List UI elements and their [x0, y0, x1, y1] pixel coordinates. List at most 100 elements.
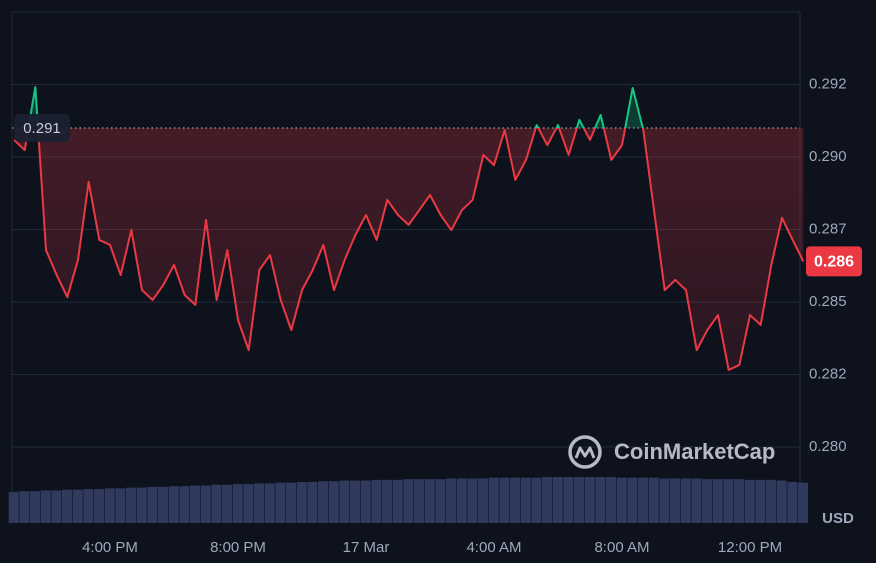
currency-label: USD: [822, 510, 854, 527]
volume-bar: [627, 477, 638, 523]
volume-bar: [574, 477, 585, 523]
volume-bar: [702, 479, 713, 523]
volume-bar: [755, 479, 766, 523]
volume-bar: [403, 479, 414, 523]
last-price-label: 0.286: [814, 254, 854, 271]
volume-bar: [328, 481, 339, 523]
volume-bar: [435, 479, 446, 523]
price-area: [14, 87, 804, 370]
volume-bar: [275, 482, 286, 523]
last-price-box: [806, 246, 862, 277]
watermark: CoinMarketCap: [568, 435, 775, 469]
volume-bar: [499, 477, 510, 523]
volume-bar: [8, 491, 19, 523]
volume-bar: [296, 481, 307, 523]
volume-bar: [510, 477, 521, 523]
volume-bar: [136, 487, 147, 523]
volume-bar: [542, 477, 553, 523]
volume-bar: [691, 478, 702, 523]
volume-bar: [766, 479, 777, 523]
volume-bar: [584, 477, 595, 523]
volume-bar: [30, 491, 41, 523]
volume-bar: [254, 483, 265, 523]
y-tick-label: 0.285: [809, 293, 847, 310]
volume-bar: [392, 479, 403, 523]
volume-bar: [318, 481, 329, 523]
volume-bar: [62, 489, 73, 523]
volume-bar: [232, 484, 243, 523]
volume-bar: [787, 481, 798, 523]
volume-bar: [776, 480, 787, 523]
volume-bar: [200, 485, 211, 523]
volume-bar: [360, 480, 371, 523]
x-tick-label: 8:00 PM: [210, 539, 266, 556]
volume-bar: [467, 478, 478, 523]
volume-bar: [712, 479, 723, 523]
x-tick-label: 4:00 AM: [466, 539, 521, 556]
y-tick-label: 0.282: [809, 365, 847, 382]
volume-bar: [307, 481, 318, 523]
volume-bar: [211, 484, 222, 523]
volume-bar: [648, 477, 659, 523]
watermark-logo-mark: [574, 446, 596, 459]
volume-bar: [339, 480, 350, 523]
volume-bar: [51, 490, 62, 523]
volume-bar: [168, 486, 179, 523]
volume-bar: [424, 479, 435, 523]
volume-bar: [72, 489, 83, 523]
volume-bar: [478, 478, 489, 523]
x-tick-label: 8:00 AM: [594, 539, 649, 556]
volume-bar: [456, 478, 467, 523]
baseline-label-box: [14, 114, 70, 142]
volume-bar: [680, 478, 691, 523]
volume-bar: [382, 479, 393, 523]
y-tick-label: 0.280: [809, 438, 847, 455]
volume-bar: [595, 477, 606, 523]
overlay: 0.291 0.286: [14, 114, 862, 277]
volume-bar: [414, 479, 425, 523]
x-tick-label: 12:00 PM: [718, 539, 782, 556]
volume-bar: [520, 477, 531, 523]
volume-bar: [531, 477, 542, 523]
volume-bar: [104, 488, 115, 523]
volume-bar: [126, 487, 137, 523]
volume-bar: [158, 486, 169, 523]
volume-bar: [19, 491, 30, 523]
watermark-logo: [568, 435, 602, 469]
volume-bar: [179, 486, 190, 523]
volume-bar: [606, 477, 617, 523]
watermark-text: CoinMarketCap: [614, 439, 775, 464]
volume-bar: [350, 480, 361, 523]
price-line: [13, 86, 805, 371]
volume-bar: [488, 477, 499, 523]
volume-bar: [798, 482, 809, 523]
volume-bar: [243, 484, 254, 523]
volume-bar: [264, 483, 275, 523]
volume-bar: [115, 488, 126, 523]
volume-bar: [723, 479, 734, 523]
volume-bar: [371, 479, 382, 523]
volume-bar: [670, 478, 681, 523]
series: [12, 86, 805, 371]
x-tick-label: 4:00 PM: [82, 539, 138, 556]
baseline-label: 0.291: [23, 120, 61, 137]
volume-bar: [94, 489, 105, 523]
y-tick-label: 0.287: [809, 220, 847, 237]
volume-bar: [734, 479, 745, 523]
volume-bar: [222, 484, 233, 523]
volume-bar: [563, 477, 574, 523]
volume-bar: [446, 478, 457, 523]
volume-bar: [616, 477, 627, 523]
volume-bar: [552, 477, 563, 523]
volume-bar: [147, 486, 158, 523]
volume-bar: [659, 478, 670, 523]
volume-bar: [83, 489, 94, 523]
volume-bars: [8, 477, 809, 523]
y-tick-label: 0.290: [809, 148, 847, 165]
volume-bar: [190, 485, 201, 523]
volume-bar: [744, 479, 755, 523]
volume-bar: [638, 477, 649, 523]
y-tick-label: 0.292: [809, 75, 847, 92]
x-tick-label: 17 Mar: [343, 539, 390, 556]
